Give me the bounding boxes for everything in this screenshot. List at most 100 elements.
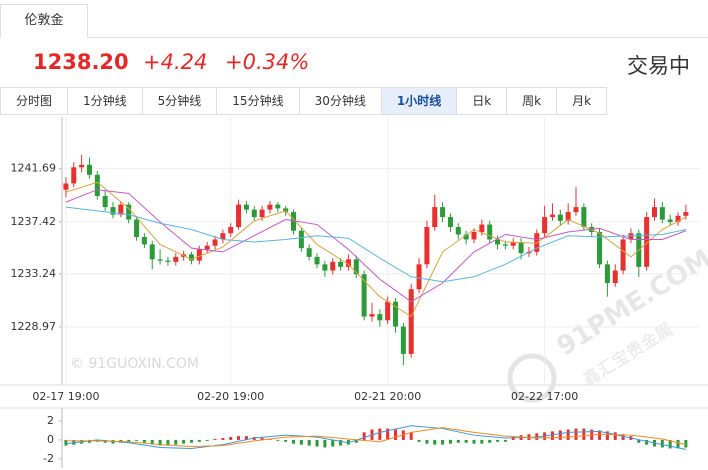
candle-body [275,204,281,209]
macd-bar [315,439,319,447]
macd-bar [441,439,445,445]
candle-body [314,256,320,265]
macd-bar [660,439,664,448]
macd-bar [205,439,209,441]
macd-bar [433,439,437,445]
period-tab[interactable]: 5分钟线 [141,87,218,115]
tab[interactable]: 伦敦金 [0,4,88,38]
macd-bar [511,437,515,440]
candle-body [259,209,265,218]
macd-bar [378,428,382,440]
macd-bar [182,439,186,444]
period-tab[interactable]: 分时图 [0,87,69,115]
period-tab[interactable]: 月k [556,87,608,115]
x-tick-label: 02-20 19:00 [197,390,264,403]
candle-body [400,326,406,354]
y-tick-label: 1237.42 [11,215,57,228]
period-tab[interactable]: 15分钟线 [216,87,300,115]
candle-body [134,219,140,237]
ma-line [65,425,686,450]
candle-body [440,207,446,218]
candle-body [243,204,249,210]
candle-body [338,261,344,267]
macd-bar [496,439,500,442]
period-tab[interactable]: 周k [506,87,558,115]
candle-body [518,241,524,254]
macd-bar [394,429,398,440]
macd-bar [684,439,688,448]
macd-bar [480,439,484,444]
candle-body [63,183,69,190]
candle-body [495,239,501,245]
macd-bar [558,430,562,440]
candle-body [361,274,367,317]
macd-bar [613,432,617,440]
macd-bar [417,439,421,442]
macd-bar [323,439,327,448]
macd-bar [197,439,201,442]
candle-body [353,259,359,275]
macd-bar [503,439,507,442]
macd-bar [425,439,429,444]
macd-bar [550,431,554,440]
candle-body [416,264,422,290]
macd-bar [448,439,452,444]
period-tab[interactable]: 30分钟线 [298,87,382,115]
macd-bar [676,439,680,449]
candle-body [667,219,673,223]
candle-body [620,239,626,271]
candle-body [118,204,124,215]
macd-bar [221,438,225,440]
macd-bar [307,439,311,446]
period-tab[interactable]: 1小时线 [380,87,458,115]
candle-body [581,207,587,228]
candle-body [651,207,657,218]
macd-bar [456,439,460,443]
macd-bar [386,428,390,440]
candle-body [675,215,681,223]
macd-bar [135,439,139,441]
candle-body [597,232,603,265]
macd-bar [472,439,476,444]
candle-body [165,260,171,262]
candle-body [283,208,289,213]
period-tabs: 分时图 1分钟线 5分钟线 15分钟线 30分钟线 1小时线 日k 周k 月k [0,87,608,115]
y-tick-label: 1241.69 [11,162,57,175]
ma-line [65,189,687,303]
candle-body [612,270,618,283]
candle-body [298,230,304,249]
status: 交易中 [627,54,690,78]
candle-body [683,212,689,216]
logo [507,353,557,403]
candle-body [330,261,336,271]
y-tick-label: 0 [47,433,54,446]
macd-bar [409,432,413,440]
macd-bar [354,439,358,443]
candle-body [157,259,163,261]
candle-body [204,245,210,250]
candle-body [455,227,461,235]
macd-bar [598,430,602,440]
candle-body [220,233,226,240]
macd-bar [142,439,146,443]
candle-body [94,174,100,196]
period-tab[interactable]: 日k [456,87,508,115]
macd-bar [331,439,335,447]
macd-bar [668,439,672,449]
macd-bar [284,439,288,442]
candle-body [228,227,234,234]
macd-bar [621,434,625,440]
candle-body [369,314,375,317]
period-tab[interactable]: 1分钟线 [67,87,143,115]
ma-line [65,181,687,318]
candle-body [290,212,297,231]
candle-body [236,204,242,228]
candle-body [644,217,650,267]
x-tick-label: 02-17 19:00 [32,390,99,403]
candle-body [212,239,218,246]
candle-body [487,224,493,240]
candle-body [432,207,438,228]
candle-body [502,244,508,246]
